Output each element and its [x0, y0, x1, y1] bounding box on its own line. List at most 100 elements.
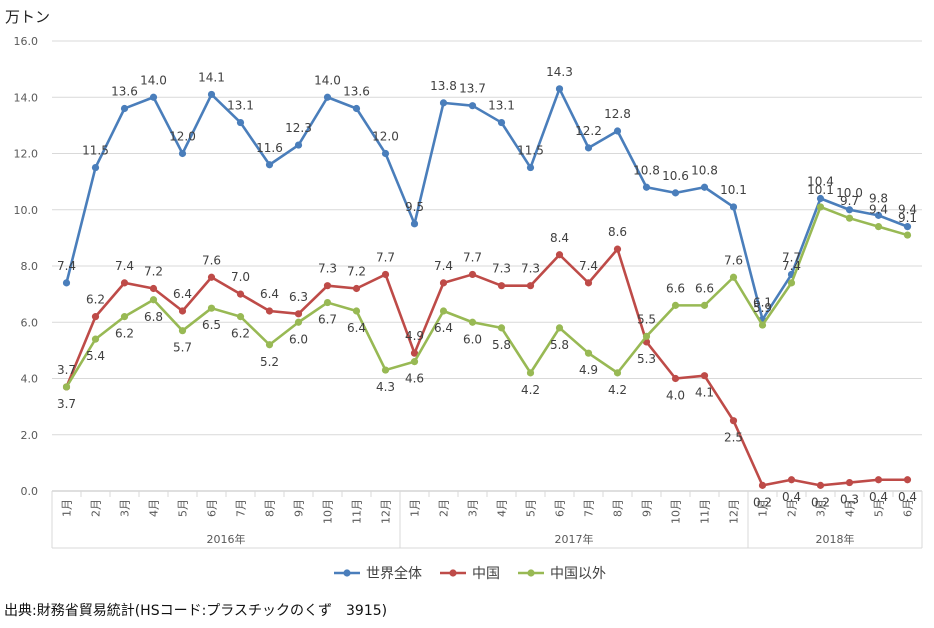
data-point [381, 270, 390, 279]
data-point [613, 245, 622, 253]
data-point [149, 284, 158, 293]
series-line [65, 87, 908, 321]
data-point [120, 104, 129, 113]
series-line [65, 247, 908, 487]
data-label: 10.0 [836, 186, 863, 200]
data-point [207, 273, 216, 281]
data-point [236, 313, 245, 321]
data-label: 10.8 [691, 163, 718, 177]
data-label: 4.9 [579, 363, 598, 377]
x-tick-label: 4月 [148, 499, 161, 517]
data-point [700, 301, 709, 309]
data-point [613, 369, 622, 377]
data-label: 0.4 [869, 490, 888, 504]
data-point [439, 307, 448, 315]
data-label: 14.0 [140, 73, 167, 87]
data-label: 7.0 [231, 270, 250, 284]
data-label: 6.2 [231, 327, 250, 341]
data-point [352, 284, 361, 293]
data-point [671, 301, 680, 309]
data-label: 13.1 [227, 99, 254, 113]
data-label: 5.9 [753, 301, 772, 315]
data-point [439, 99, 448, 107]
data-point [584, 279, 593, 287]
legend-label: 中国 [472, 566, 500, 582]
data-label: 14.0 [314, 73, 341, 87]
data-label: 5.3 [637, 352, 656, 366]
data-label: 7.7 [782, 250, 801, 264]
data-label: 0.3 [840, 493, 859, 507]
data-label: 4.0 [666, 389, 685, 403]
data-point [294, 318, 303, 326]
data-label: 6.4 [260, 287, 279, 301]
data-labels: 7.411.513.614.012.014.113.111.612.314.01… [57, 65, 917, 510]
x-tick-label: 11月 [351, 499, 364, 524]
data-point [526, 282, 535, 290]
data-point [584, 144, 593, 152]
data-label: 2.5 [724, 431, 743, 445]
year-label: 2016年 [207, 532, 246, 546]
x-tick-label: 5月 [873, 499, 886, 517]
data-label: 9.1 [898, 211, 917, 225]
data-label: 6.5 [202, 318, 221, 332]
x-tick-label: 4月 [844, 499, 857, 517]
data-label: 4.2 [521, 383, 540, 397]
data-point [874, 476, 883, 484]
y-axis-unit-label: 万トン [5, 8, 51, 26]
data-label: 0.2 [811, 495, 830, 509]
x-tick-label: 7月 [235, 499, 248, 517]
data-point [700, 372, 709, 380]
data-point [352, 307, 361, 315]
data-label: 11.5 [82, 144, 109, 158]
data-label: 4.3 [376, 380, 395, 394]
data-point [729, 273, 738, 281]
x-tick-label: 10月 [670, 499, 683, 524]
legend-label: 世界全体 [366, 565, 422, 582]
data-point [265, 161, 274, 169]
data-point [149, 296, 158, 304]
year-label: 2017年 [555, 532, 594, 546]
data-point [874, 223, 883, 231]
x-tick-label: 12月 [728, 499, 741, 524]
x-tick-label: 6月 [554, 499, 567, 517]
data-point [903, 223, 912, 231]
data-label: 6.2 [115, 327, 134, 341]
data-point [91, 163, 100, 172]
x-tick-label: 10月 [322, 499, 335, 524]
data-point [758, 321, 767, 329]
data-point [323, 282, 332, 290]
data-point [410, 220, 419, 228]
data-label: 6.1 [753, 295, 772, 309]
data-point [555, 324, 564, 332]
data-label: 6.0 [289, 332, 308, 346]
data-label: 13.8 [430, 79, 457, 93]
data-label: 14.1 [198, 70, 225, 84]
data-label: 4.2 [608, 383, 627, 397]
data-point [352, 104, 361, 113]
data-label: 7.4 [115, 259, 134, 273]
data-point [468, 102, 477, 110]
data-label: 6.6 [666, 281, 685, 295]
data-label: 9.4 [869, 203, 888, 217]
x-tick-label: 3月 [119, 499, 132, 517]
data-point [149, 93, 158, 101]
y-tick-label: 12.0 [14, 148, 39, 161]
data-point [787, 476, 796, 484]
x-tick-label: 7月 [583, 499, 596, 517]
data-label: 7.3 [318, 262, 337, 276]
data-point [555, 251, 564, 259]
data-label: 10.8 [633, 163, 660, 177]
y-axis-ticks: 0.0 2.0 4.0 6.0 8.0 10.0 12.0 14.0 16.0 [14, 35, 39, 498]
data-label: 6.8 [144, 310, 163, 324]
data-point [323, 93, 332, 101]
data-point [120, 313, 129, 321]
data-label: 7.4 [434, 259, 453, 273]
data-point [671, 374, 680, 383]
data-point [178, 307, 187, 315]
data-label: 7.2 [144, 265, 163, 279]
data-label: 5.8 [550, 338, 569, 352]
data-point [874, 211, 883, 219]
data-point [903, 231, 912, 239]
x-tick-label: 6月 [206, 499, 219, 517]
x-tick-label: 5月 [525, 499, 538, 517]
